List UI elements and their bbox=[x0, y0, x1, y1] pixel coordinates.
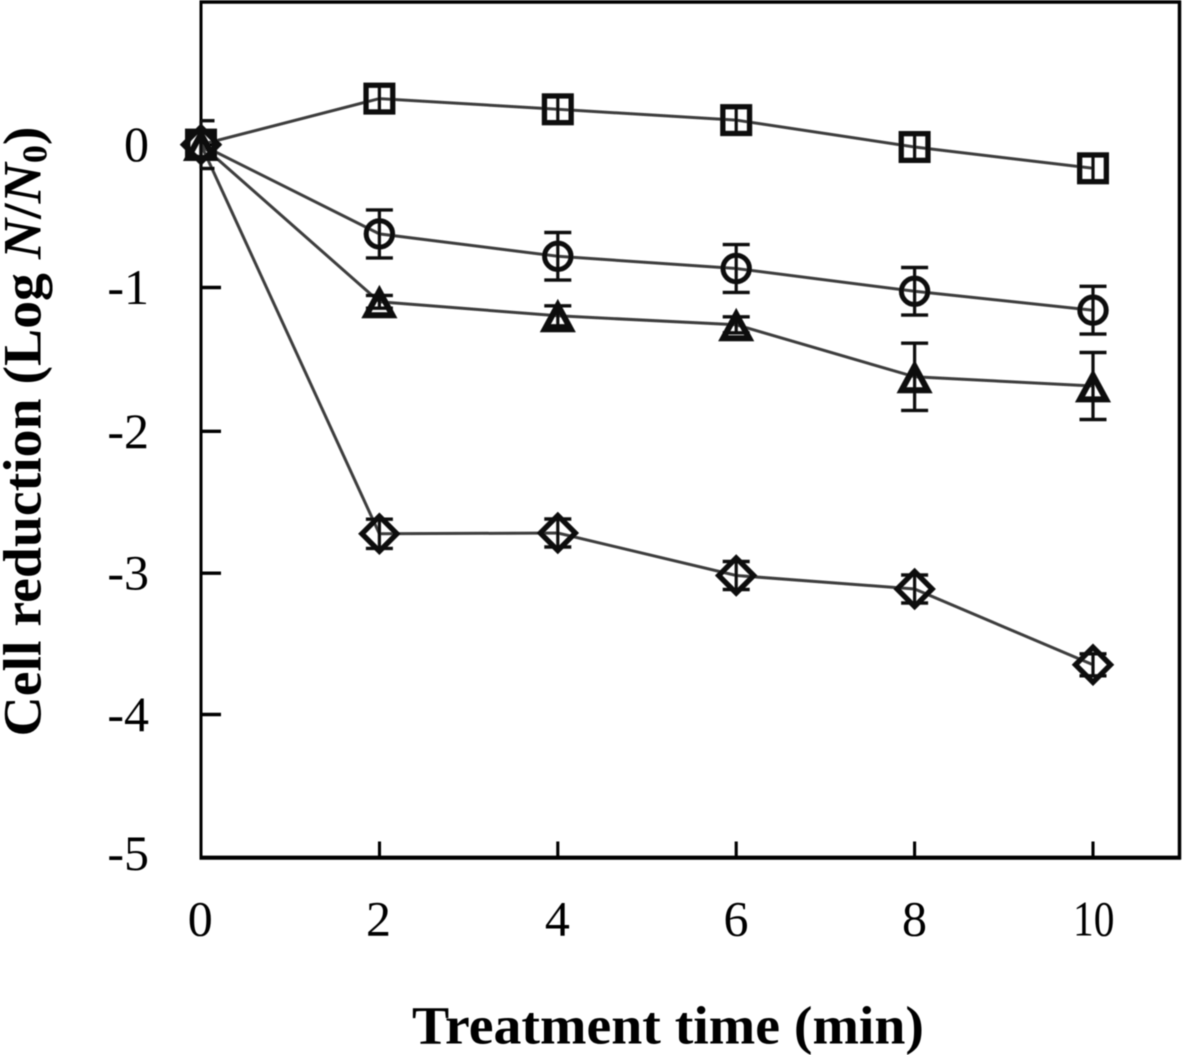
svg-text:-1: -1 bbox=[107, 259, 149, 315]
svg-text:-5: -5 bbox=[107, 825, 149, 881]
svg-text:-4: -4 bbox=[107, 686, 149, 742]
svg-text:0: 0 bbox=[188, 891, 213, 947]
svg-text:4: 4 bbox=[545, 891, 570, 947]
svg-text:0: 0 bbox=[124, 116, 149, 172]
svg-text:Treatment time (min): Treatment time (min) bbox=[412, 996, 924, 1055]
svg-text:Cell reduction (Log N/N0): Cell reduction (Log N/N0) bbox=[0, 127, 55, 737]
svg-text:2: 2 bbox=[366, 891, 391, 947]
svg-text:6: 6 bbox=[724, 891, 749, 947]
svg-text:-3: -3 bbox=[107, 545, 149, 601]
svg-text:10: 10 bbox=[1073, 891, 1114, 947]
svg-text:-2: -2 bbox=[107, 403, 149, 459]
svg-text:8: 8 bbox=[902, 891, 927, 947]
